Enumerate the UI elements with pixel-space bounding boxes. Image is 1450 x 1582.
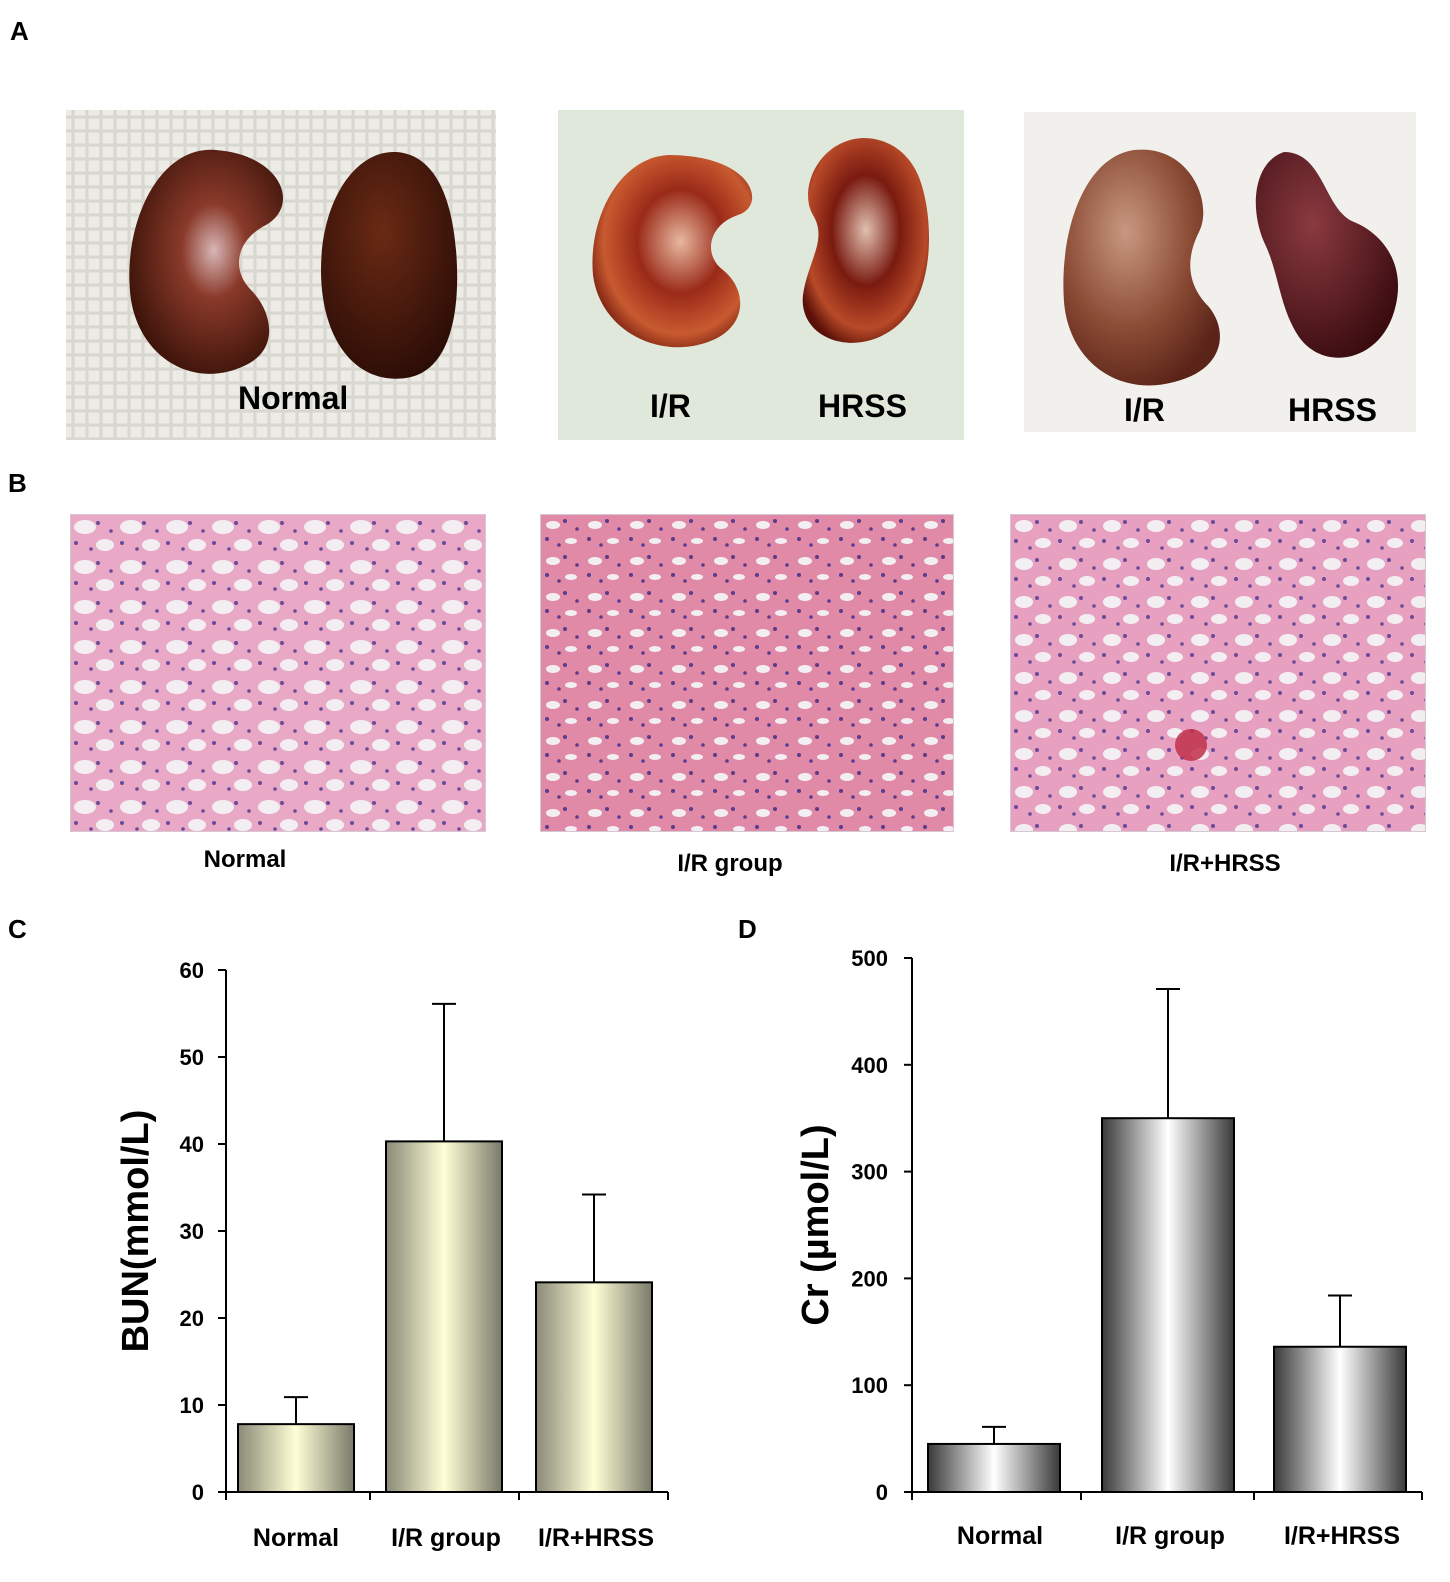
photo-label-ir-1: I/R xyxy=(650,388,691,424)
y-tick-label: 0 xyxy=(192,1480,204,1505)
y-tick-label: 50 xyxy=(180,1045,204,1070)
y-tick-label: 10 xyxy=(180,1393,204,1418)
y-tick-label: 200 xyxy=(851,1266,888,1291)
photo-label-ir-2: I/R xyxy=(1124,392,1165,428)
y-axis-title: BUN(mmol/L) xyxy=(115,1110,157,1353)
histology-caption-ir-hrss: I/R+HRSS xyxy=(1169,850,1281,877)
panel-label-b: B xyxy=(8,468,27,498)
photo-label-hrss-2: HRSS xyxy=(1288,392,1377,428)
photo-label-hrss-1: HRSS xyxy=(818,388,907,424)
bar xyxy=(385,1140,503,1493)
histology-normal xyxy=(70,514,486,832)
cr-chart: 0 100 200 300 400 500 Normal I/R group I/R+HRSS C… xyxy=(730,940,1450,1577)
bar xyxy=(1273,1345,1407,1494)
panel-label-a: A xyxy=(10,16,29,46)
x-category-label: I/R+HRSS xyxy=(1284,1522,1400,1550)
y-tick-label: 500 xyxy=(851,946,888,971)
histology-caption-ir-group: I/R group xyxy=(677,850,783,877)
bun-chart-svg: 0 10 20 30 40 50 60 Normal I/R group I/R+HRSS BUN(… xyxy=(115,958,669,1552)
y-axis-title: Cr (µmol/L) xyxy=(795,1124,837,1325)
bar xyxy=(535,1281,653,1493)
x-category-label: I/R group xyxy=(1115,1522,1225,1550)
y-tick-label: 0 xyxy=(876,1480,888,1505)
y-tick-label: 400 xyxy=(851,1053,888,1078)
y-tick-label: 60 xyxy=(180,958,204,983)
y-tick-label: 30 xyxy=(180,1219,204,1244)
x-category-label: Normal xyxy=(253,1524,339,1552)
y-tick-label: 40 xyxy=(180,1132,204,1157)
y-tick-label: 100 xyxy=(851,1373,888,1398)
histology-ir-hrss xyxy=(1010,514,1426,832)
bar xyxy=(237,1423,355,1494)
photo-label-normal: Normal xyxy=(238,380,349,416)
x-category-label: Normal xyxy=(957,1522,1043,1550)
panel-label-c: C xyxy=(8,914,27,944)
bar xyxy=(927,1442,1061,1494)
y-tick-label: 20 xyxy=(180,1306,204,1331)
cr-chart-svg: 0 100 200 300 400 500 Normal I/R group I/R+HRSS C… xyxy=(795,946,1423,1550)
bun-chart: 0 10 20 30 40 50 60 Normal I/R group I/R+HRSS BUN(… xyxy=(0,940,730,1577)
y-tick-label: 300 xyxy=(851,1160,888,1185)
histology-caption-normal: Normal xyxy=(203,846,287,873)
histology-ir-group xyxy=(540,514,954,832)
kidney-photo-normal: Normal xyxy=(66,110,496,440)
bar xyxy=(1101,1117,1235,1493)
panel-label-d: D xyxy=(738,914,757,944)
kidney-photo-ir-hrss-whole: I/R HRSS xyxy=(1024,112,1416,432)
kidney-photo-ir-hrss: I/R HRSS xyxy=(558,110,964,440)
x-category-label: I/R+HRSS xyxy=(538,1524,654,1552)
x-category-label: I/R group xyxy=(391,1524,501,1552)
